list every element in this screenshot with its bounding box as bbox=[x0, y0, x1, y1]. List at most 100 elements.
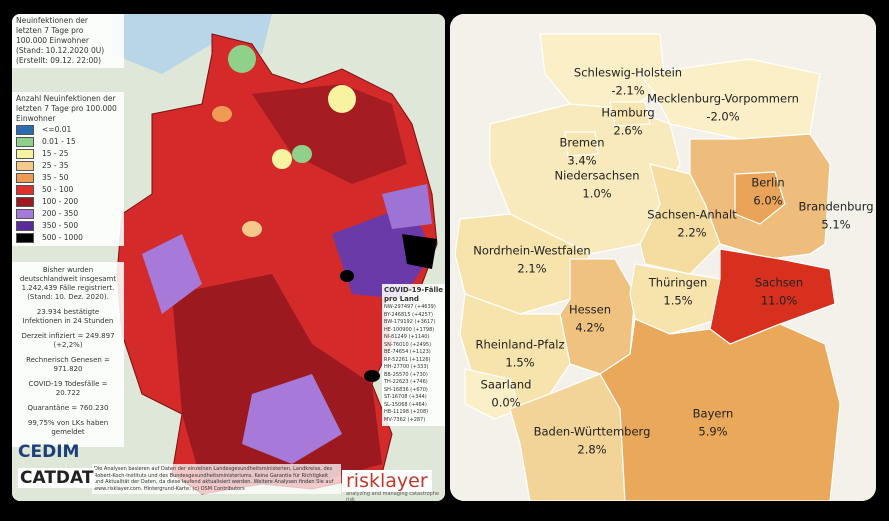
state-row: BE-74654 (+1123) bbox=[384, 349, 431, 355]
logo: risklayer bbox=[342, 470, 432, 492]
legend-label: 15 - 25 bbox=[42, 149, 69, 158]
legend: Anzahl Neuinfektionen der letzten 7 Tage… bbox=[12, 92, 124, 246]
state-name: Sachsen bbox=[755, 276, 803, 290]
legend-item: 100 - 200 bbox=[16, 196, 120, 208]
legend-swatch bbox=[16, 209, 34, 219]
state-name: Thüringen bbox=[648, 276, 707, 290]
legend-label: 25 - 35 bbox=[42, 161, 69, 170]
region bbox=[242, 221, 262, 237]
region bbox=[142, 234, 202, 314]
state-name: Schleswig-Holstein bbox=[574, 66, 682, 80]
state-row: SN-76010 (+2495) bbox=[384, 341, 432, 348]
legend-swatch bbox=[16, 173, 34, 183]
legend-swatch bbox=[16, 137, 34, 147]
state-row: HE-100900 (+1798) bbox=[384, 326, 435, 333]
legend-label: 200 - 350 bbox=[42, 209, 79, 218]
state-change: -2.0% bbox=[706, 110, 739, 124]
state-name: Baden-Württemberg bbox=[534, 425, 651, 439]
state-change: -2.1% bbox=[611, 84, 644, 98]
state-change: 11.0% bbox=[761, 294, 798, 308]
header-line: 100.000 Einwohner bbox=[16, 36, 89, 45]
legend-swatch bbox=[16, 221, 34, 231]
state-change: 2.2% bbox=[677, 226, 706, 240]
state-name: Hessen bbox=[569, 303, 611, 317]
header-line: letzten 7 Tage pro bbox=[16, 26, 84, 35]
stat-text: Quarantäne = 760.230 bbox=[27, 404, 109, 412]
state-area bbox=[609, 101, 651, 127]
legend-swatch bbox=[16, 125, 34, 135]
state-area bbox=[564, 131, 599, 157]
legend-label: 35 - 50 bbox=[42, 173, 69, 182]
legend-item: 350 - 500 bbox=[16, 220, 120, 232]
state-name: Rheinland-Pfalz bbox=[475, 338, 564, 352]
legend-label: 100 - 200 bbox=[42, 197, 79, 206]
legend-item: 0.01 - 15 bbox=[16, 136, 120, 148]
state-name: Mecklenburg-Vorpommern bbox=[647, 92, 799, 106]
state-row: TH-22623 (+746) bbox=[384, 379, 428, 385]
legend-label: 0.01 - 15 bbox=[42, 137, 76, 146]
state-area bbox=[559, 258, 636, 375]
state-name: Niedersachsen bbox=[555, 169, 640, 183]
header-line: (Stand: 10.12.2020 0U) bbox=[16, 46, 105, 55]
state-name: Sachsen-Anhalt bbox=[647, 208, 737, 222]
state-map: Schleswig-Holstein -2.1%Mecklenburg-Vorpo… bbox=[450, 14, 876, 501]
state-case-box: COVID-19-Fälle pro Land NW-297497 (+4639… bbox=[382, 284, 445, 426]
legend-item: 500 - 1000 bbox=[16, 232, 120, 244]
state-row: MV-7362 (+287) bbox=[384, 416, 426, 423]
region bbox=[252, 84, 407, 184]
state-area bbox=[599, 318, 841, 501]
stat-text: 99,75% von LKs haben gemeldet bbox=[27, 419, 109, 436]
district-map bbox=[12, 14, 445, 501]
state-row: SH-16836 (+670) bbox=[384, 386, 428, 393]
incidence-map-panel: Neuinfektionen der letzten 7 Tage pro 100.… bbox=[12, 14, 445, 501]
legend-label: 50 - 100 bbox=[42, 185, 74, 194]
state-name: Bayern bbox=[693, 407, 734, 421]
state-change: 2.6% bbox=[613, 124, 642, 138]
stats: Bisher wurden deutschlandweit insgesamt … bbox=[12, 262, 124, 447]
state-name: Berlin bbox=[751, 176, 784, 190]
region bbox=[402, 234, 437, 269]
state-name: Hamburg bbox=[601, 106, 654, 120]
state-change: 1.5% bbox=[505, 356, 534, 370]
region bbox=[212, 106, 232, 122]
state-row: HB-11198 (+208) bbox=[384, 409, 429, 415]
legend-item: 25 - 35 bbox=[16, 160, 120, 172]
legend-label: <=0.01 bbox=[42, 125, 72, 134]
logo-tagline: analyzing and managing catastrophe risk bbox=[346, 491, 440, 501]
state-name: Bremen bbox=[559, 136, 604, 150]
state-name: Brandenburg bbox=[798, 200, 873, 214]
state-change: 1.0% bbox=[582, 187, 611, 201]
stat-text: Rechnerisch Genesen = 971.820 bbox=[26, 356, 110, 373]
state-area bbox=[734, 171, 786, 225]
state-row: BW-179192 (+3617) bbox=[384, 319, 436, 325]
legend-swatch bbox=[16, 185, 34, 195]
legend-item: 200 - 350 bbox=[16, 208, 120, 220]
header-line: (Erstellt: 09.12. 22:00) bbox=[16, 56, 102, 65]
region bbox=[364, 370, 380, 382]
state-change-map-panel: Schleswig-Holstein -2.1% Mecklenburg-Vorpo… bbox=[450, 14, 876, 501]
state-row: NW-297497 (+4639) bbox=[384, 304, 436, 310]
region bbox=[242, 374, 342, 464]
legend-label: 500 - 1000 bbox=[42, 233, 83, 242]
logo: CATDAT bbox=[18, 468, 96, 488]
legend-item: 35 - 50 bbox=[16, 172, 120, 184]
sea bbox=[112, 14, 272, 74]
state-row: SL-15068 (+464) bbox=[384, 401, 427, 408]
legend-swatch bbox=[16, 197, 34, 207]
legend-item: <=0.01 bbox=[16, 124, 120, 136]
legend-item: 15 - 25 bbox=[16, 148, 120, 160]
region bbox=[382, 184, 432, 229]
state-change: 4.2% bbox=[575, 321, 604, 335]
legend-swatch bbox=[16, 161, 34, 171]
state-change: 1.5% bbox=[663, 294, 692, 308]
state-row: RP-52261 (+1126) bbox=[384, 356, 431, 363]
region bbox=[272, 149, 292, 169]
region bbox=[228, 45, 256, 73]
state-change: 2.1% bbox=[517, 262, 546, 276]
state-area bbox=[464, 368, 521, 420]
state-row: NI-81249 (+1140) bbox=[384, 334, 430, 340]
state-change: 6.0% bbox=[753, 194, 782, 208]
state-change: 5.1% bbox=[821, 218, 850, 232]
state-name: Saarland bbox=[481, 378, 532, 392]
state-name: Nordrhein-Westfalen bbox=[473, 244, 590, 258]
